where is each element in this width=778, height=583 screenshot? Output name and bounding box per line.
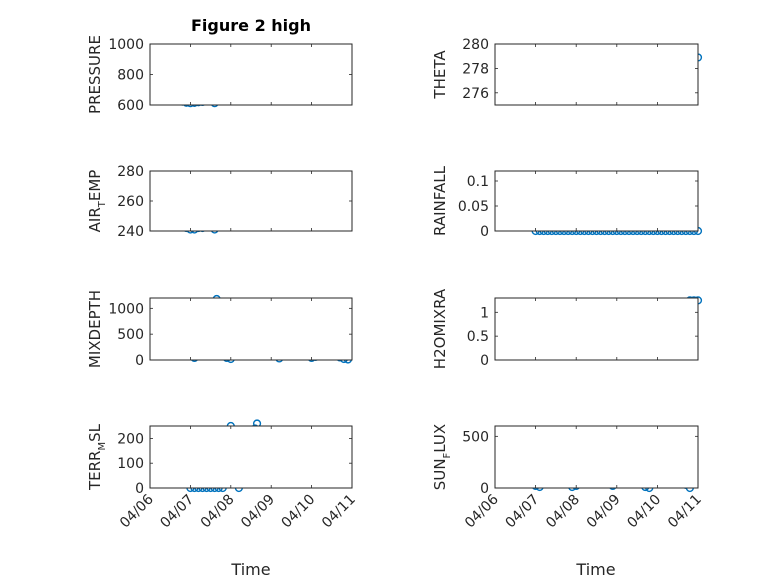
ylabel-main: THETA [431,50,449,100]
axes-frame [149,170,353,232]
axes-frame [149,425,353,489]
ylabel-mixdepth: MIXDEPTH [86,290,104,368]
ytick-label: 0 [135,481,144,497]
axes-frame [494,297,699,361]
ytick-label: 1000 [108,37,144,53]
ylabel-subscript: T [97,200,108,208]
ylabel-rest: EMP [86,170,104,201]
ylabel-main: TERR [86,451,104,492]
axes-frame [149,297,353,361]
ytick-label: 0 [480,481,489,497]
ytick-label: 500 [462,429,489,445]
axes-h2omixra: 0 0.5 1 H2OMIXRA [431,288,703,369]
ytick-label: 278 [462,61,489,77]
axes-frame [494,425,699,489]
ytick-label: 280 [117,164,144,180]
figure-title: Figure 2 high [191,16,311,35]
ytick-label: 276 [462,86,489,102]
ytick-label: 0 [135,353,144,369]
ytick-label: 260 [117,194,144,210]
ylabel-air_temp: AIRTEMP [86,170,108,233]
ytick-label: 100 [117,456,144,472]
ylabel-main: RAINFALL [431,165,449,236]
ytick-label: 0.1 [467,174,489,190]
ytick-label: 1 [480,305,489,321]
ylabel-subscript: F [442,452,453,458]
ylabel-rest: LUX [431,424,449,453]
ylabel-rainfall: RAINFALL [431,165,449,236]
axes-rainfall: 0 0.05 0.1 RAINFALL [431,165,703,240]
ylabel-main: PRESSURE [86,35,104,114]
ytick-label: 600 [117,98,144,114]
ylabel-main: SUN [431,458,449,490]
ylabel-rest: SL [86,423,104,442]
axes-air_temp: 240 260 280 AIRTEMP [86,164,353,240]
ytick-label: 1000 [108,301,144,317]
ylabel-main: AIR [86,207,104,232]
axes-frame [494,43,699,106]
ylabel-subscript: M [97,442,108,451]
ylabel-pressure: PRESSURE [86,35,104,114]
ytick-label: 240 [117,224,144,240]
ytick-label: 0.05 [458,199,489,215]
axes-frame [149,43,353,106]
axes-frame [494,170,699,232]
ylabel-theta: THETA [431,50,449,100]
ytick-label: 500 [117,327,144,343]
ytick-label: 0 [480,224,489,240]
ytick-label: 280 [462,37,489,53]
ytick-label: 0 [480,353,489,369]
ylabel-h2omixra: H2OMIXRA [431,288,449,369]
ytick-label: 800 [117,68,144,84]
ylabel-terr_msl: TERRMSL [86,423,108,491]
xaxis-label-right: Time [575,560,615,579]
ylabel-sun_flux: SUNFLUX [431,424,453,490]
ylabel-main: H2OMIXRA [431,288,449,369]
ytick-label: 200 [117,431,144,447]
ytick-label: 0.5 [467,329,489,345]
axes-theta: 276 278 280 THETA [431,37,703,106]
xaxis-label-left: Time [230,560,270,579]
ylabel-main: MIXDEPTH [86,290,104,368]
